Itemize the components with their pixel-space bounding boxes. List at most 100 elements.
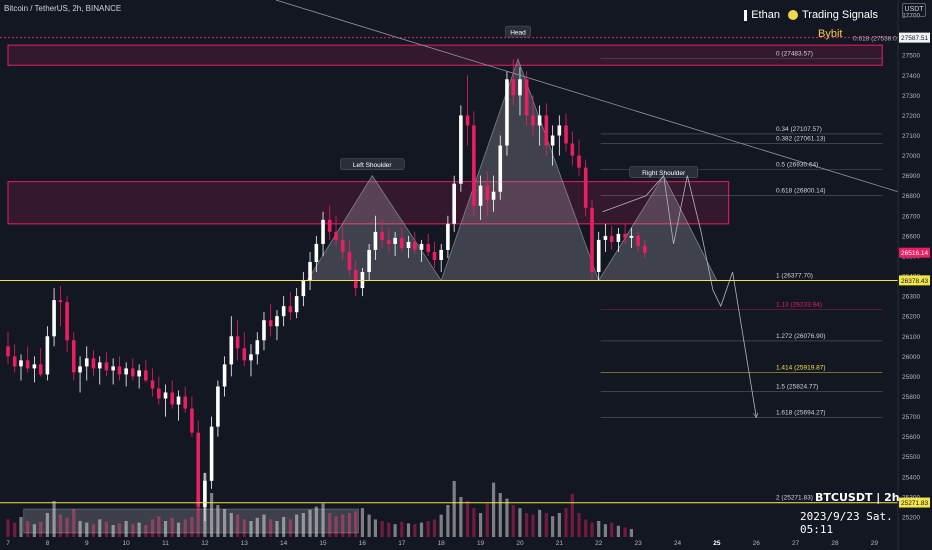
fib-label-0.34: 0.34 (27107.57) <box>776 126 822 133</box>
candle-body-95 <box>629 235 634 238</box>
x-tick-9: 9 <box>85 540 89 547</box>
fib-label-0.5: 0.5 (26930.64) <box>776 162 818 169</box>
candle-body-52 <box>347 251 352 271</box>
volume-bar-68 <box>452 481 456 537</box>
volume-bar-59 <box>393 524 397 537</box>
volume-bar-9 <box>65 517 69 537</box>
candle-body-83 <box>550 135 555 146</box>
candle-body-38 <box>255 340 260 355</box>
candle-body-84 <box>557 125 562 136</box>
volume-bar-60 <box>400 521 404 537</box>
candle-body-71 <box>472 125 476 206</box>
x-tick-16: 16 <box>359 540 367 547</box>
x-tick-18: 18 <box>438 540 446 547</box>
candle-body-57 <box>380 231 384 240</box>
y-tick-26800: 26800 <box>902 193 920 200</box>
x-tick-21: 21 <box>556 540 564 547</box>
volume-bar-58 <box>387 522 391 537</box>
x-tick-13: 13 <box>241 540 249 547</box>
candle-body-20 <box>137 370 141 377</box>
y-tick-25400: 25400 <box>902 474 920 481</box>
fib-label-1.272: 1.272 (26076.90) <box>776 333 826 340</box>
y-tick-25800: 25800 <box>902 394 920 401</box>
candle-body-78 <box>518 79 522 96</box>
candle-body-86 <box>570 143 575 156</box>
brand-dot-icon <box>787 10 798 21</box>
x-tick-11: 11 <box>162 540 169 547</box>
candle-body-68 <box>452 183 456 224</box>
volume-bar-75 <box>498 493 502 537</box>
candle-body-81 <box>537 115 542 126</box>
volume-bar-62 <box>413 524 417 537</box>
x-tick-10: 10 <box>123 540 131 547</box>
fib-label-1: 1 (26377.70) <box>776 273 813 280</box>
candle-body-46 <box>308 261 312 281</box>
candle-body-80 <box>531 115 535 126</box>
symbol-header[interactable]: Bitcoin / TetherUS, 2h, BINANCE <box>4 4 122 13</box>
projection-path <box>602 174 757 417</box>
candle-body-96 <box>636 235 640 246</box>
candle-body-45 <box>301 280 306 297</box>
candle-body-25 <box>170 392 175 405</box>
price-badge-bg-1 <box>899 247 930 258</box>
candle-body-94 <box>623 233 627 238</box>
candle-body-56 <box>373 231 378 250</box>
volume-bar-69 <box>459 497 463 537</box>
candle-body-85 <box>564 125 568 144</box>
candle-body-73 <box>485 185 490 200</box>
candle-body-29 <box>196 432 201 507</box>
volume-bar-71 <box>472 508 476 537</box>
candle-body-47 <box>314 243 319 262</box>
candle-body-64 <box>426 243 430 252</box>
x-tick-26: 26 <box>753 540 761 547</box>
x-tick-25: 25 <box>713 540 721 547</box>
volume-bar-43 <box>288 519 292 537</box>
volume-bar-38 <box>255 517 259 537</box>
volume-bar-21 <box>144 525 148 537</box>
x-tick-29: 29 <box>871 540 879 547</box>
fib-label-0.382: 0.382 (27061.13) <box>776 135 826 142</box>
candle-body-1 <box>12 356 17 367</box>
currency-badge[interactable]: USDT <box>902 3 926 17</box>
candle-body-93 <box>616 233 621 242</box>
candle-body-24 <box>163 392 168 399</box>
y-tick-25500: 25500 <box>902 454 920 461</box>
x-tick-12: 12 <box>201 540 209 547</box>
candle-body-66 <box>439 249 443 260</box>
candle-body-79 <box>524 79 529 116</box>
volume-bar-84 <box>557 513 561 537</box>
y-tick-25600: 25600 <box>902 434 920 441</box>
volume-bar-47 <box>314 506 318 537</box>
volume-bar-53 <box>354 511 358 537</box>
volume-bar-91 <box>603 524 608 537</box>
candle-body-97 <box>642 245 647 253</box>
volume-bar-46 <box>308 509 312 537</box>
volume-bar-4 <box>32 524 36 537</box>
volume-bar-83 <box>551 516 555 537</box>
candle-body-42 <box>281 306 286 317</box>
volume-bar-70 <box>465 501 470 537</box>
candle-body-31 <box>209 426 214 481</box>
y-tick-26200: 26200 <box>902 314 920 321</box>
price-badge-bg-2 <box>899 275 930 286</box>
candle-body-82 <box>544 115 549 146</box>
head-and-shoulders-pattern <box>306 58 718 282</box>
y-tick-27000: 27000 <box>902 153 920 160</box>
volume-bar-88 <box>584 519 588 537</box>
y-tick-27500: 27500 <box>902 53 920 60</box>
y-tick-26900: 26900 <box>902 173 920 180</box>
candle-body-88 <box>583 167 588 208</box>
fib-label-1.5: 1.5 (25824.77) <box>776 384 818 391</box>
volume-bar-55 <box>367 514 371 537</box>
volume-bar-22 <box>150 519 155 537</box>
volume-bar-16 <box>111 525 115 537</box>
volume-bar-95 <box>629 529 633 537</box>
candle-body-28 <box>190 408 194 433</box>
candle-body-15 <box>104 362 109 371</box>
price-badge-0: 27587.51 <box>901 35 928 42</box>
volume-bar-7 <box>52 501 56 537</box>
x-tick-22: 22 <box>595 540 603 547</box>
candle-body-26 <box>176 396 181 405</box>
